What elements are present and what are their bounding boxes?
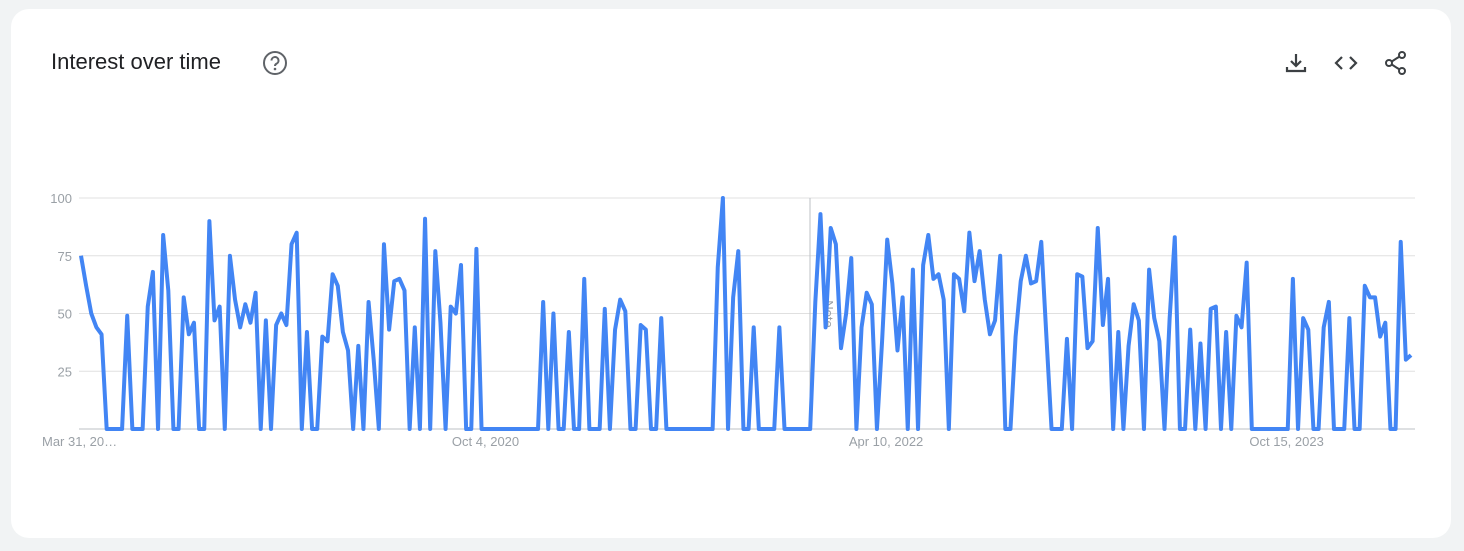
card-title: Interest over time (51, 49, 221, 74)
x-tick-label: Apr 10, 2022 (849, 434, 923, 449)
card: Interest over time (11, 9, 1451, 538)
y-tick-label: 100 (50, 191, 72, 206)
y-tick-label: 75 (58, 249, 72, 264)
x-tick-label: Oct 4, 2020 (452, 434, 519, 449)
x-tick-label: Oct 15, 2023 (1249, 434, 1323, 449)
x-tick-label: Mar 31, 20… (42, 434, 117, 449)
share-icon[interactable] (1382, 49, 1410, 77)
download-icon[interactable] (1282, 49, 1310, 77)
embed-icon[interactable] (1332, 49, 1360, 77)
y-tick-label: 50 (58, 307, 72, 322)
y-tick-label: 25 (58, 364, 72, 379)
help-icon[interactable] (261, 49, 289, 77)
trend-line (79, 196, 1413, 431)
